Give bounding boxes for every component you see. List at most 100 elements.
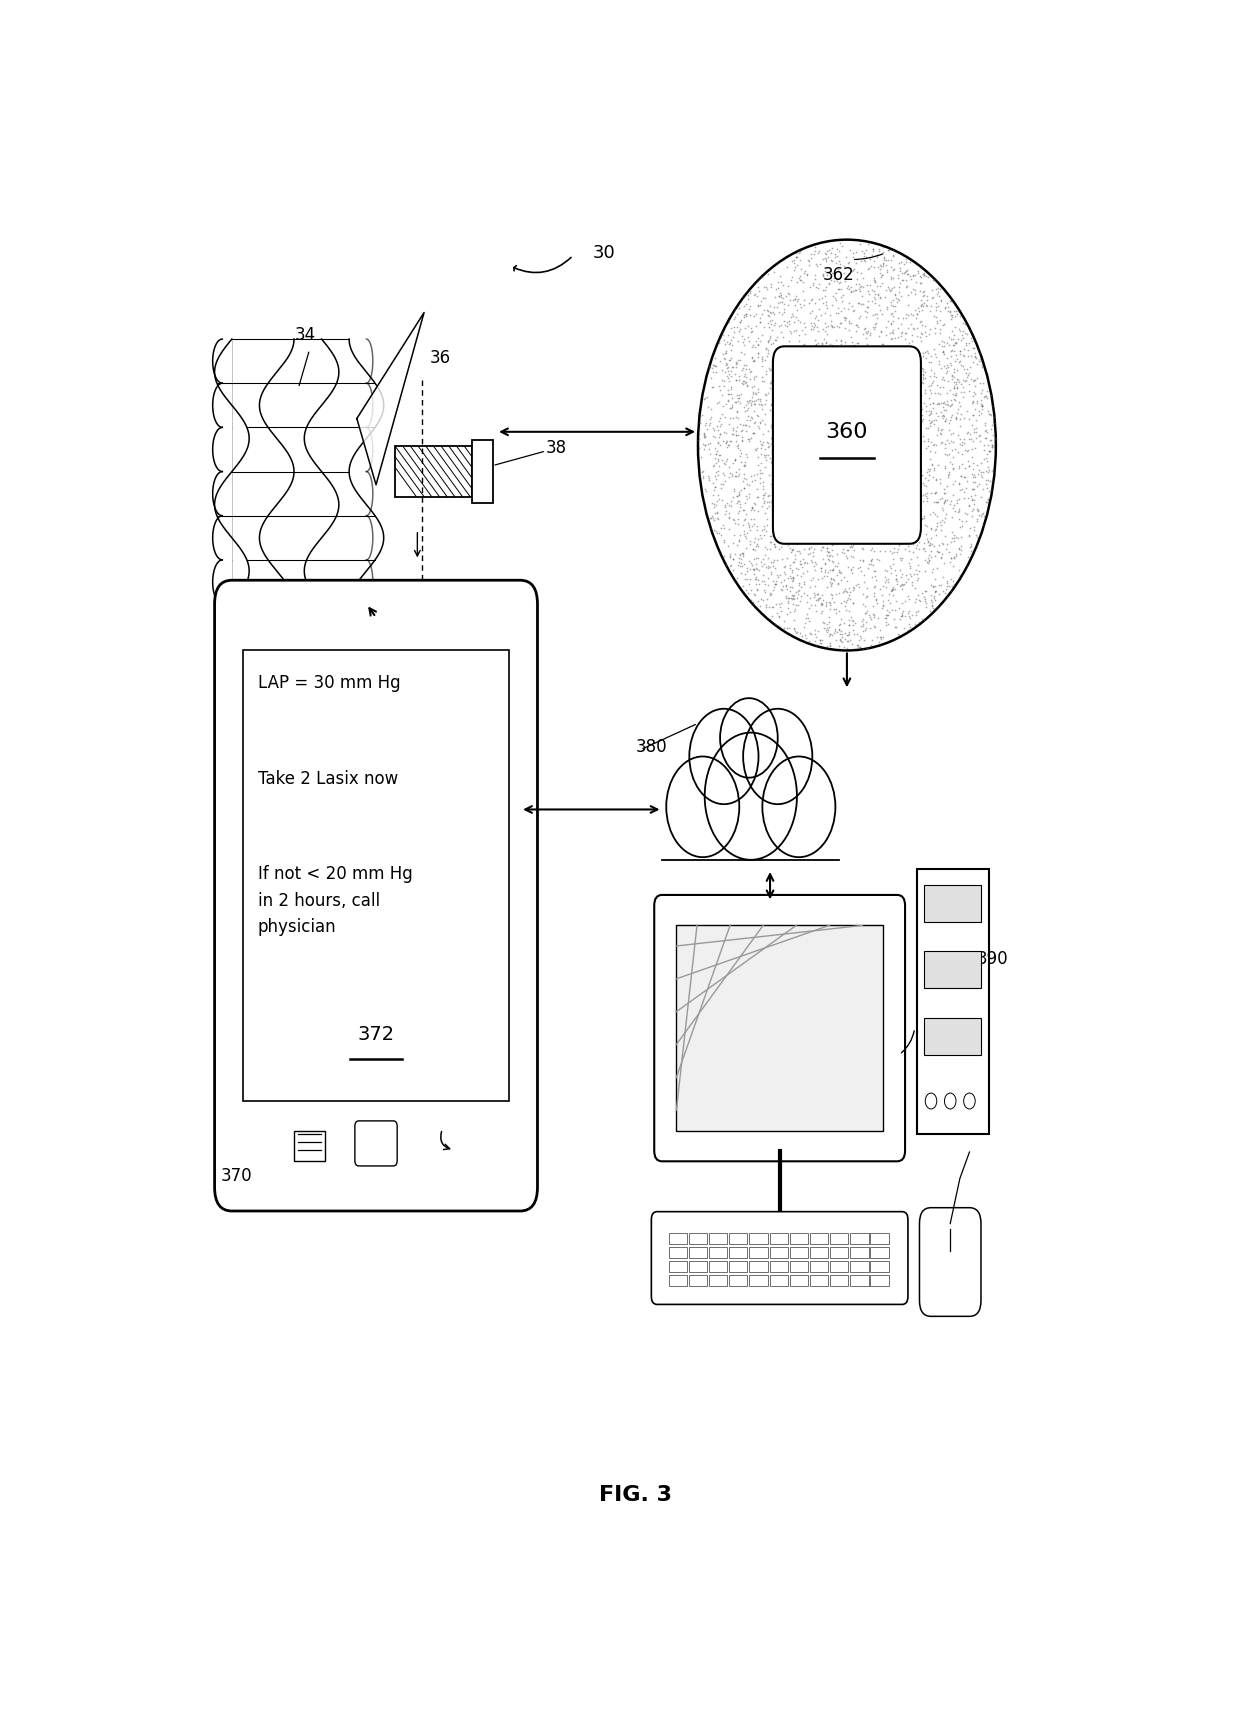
Point <box>919 547 939 575</box>
Point <box>945 373 965 401</box>
Point <box>835 575 854 602</box>
Point <box>972 392 992 420</box>
Point <box>883 317 903 344</box>
Point <box>822 234 842 262</box>
Point <box>950 561 970 589</box>
Point <box>919 406 939 434</box>
Point <box>870 318 890 346</box>
Point <box>766 590 786 618</box>
Point <box>874 604 894 632</box>
Point <box>787 530 807 558</box>
Point <box>790 551 810 578</box>
Point <box>771 568 791 595</box>
Point <box>816 291 836 318</box>
Point <box>931 327 951 355</box>
Point <box>911 406 931 434</box>
Point <box>802 547 822 575</box>
Point <box>737 465 756 492</box>
Point <box>815 558 835 585</box>
Point <box>901 499 921 527</box>
Point <box>777 601 797 628</box>
Point <box>761 470 781 497</box>
Point <box>795 547 815 575</box>
Point <box>719 411 739 439</box>
Point <box>826 614 846 642</box>
Point <box>836 243 856 270</box>
Point <box>869 575 889 602</box>
Point <box>719 308 739 336</box>
Point <box>900 554 920 582</box>
Point <box>954 485 973 513</box>
Point <box>722 394 742 422</box>
Point <box>763 344 782 372</box>
Point <box>754 484 774 511</box>
Point <box>771 299 791 327</box>
Point <box>811 558 831 585</box>
Point <box>733 329 753 356</box>
Point <box>758 342 777 370</box>
Point <box>800 539 820 566</box>
Point <box>799 540 818 568</box>
Point <box>730 315 750 342</box>
Point <box>905 334 925 361</box>
Point <box>711 475 730 503</box>
Point <box>822 518 842 546</box>
Point <box>962 435 982 463</box>
Point <box>800 251 820 279</box>
Point <box>713 511 733 539</box>
Point <box>831 626 851 654</box>
Point <box>735 315 755 342</box>
Point <box>765 570 785 597</box>
Point <box>743 589 763 616</box>
Point <box>800 344 820 372</box>
Point <box>727 458 746 485</box>
Point <box>857 318 877 346</box>
Point <box>738 389 758 416</box>
Point <box>945 525 965 552</box>
Point <box>918 544 937 571</box>
Point <box>843 336 863 363</box>
Point <box>794 330 813 358</box>
Point <box>786 592 806 620</box>
Point <box>920 356 940 384</box>
Point <box>771 503 791 530</box>
Point <box>856 243 875 270</box>
Point <box>735 521 755 549</box>
Point <box>821 301 841 329</box>
Point <box>800 289 820 317</box>
Point <box>774 439 794 466</box>
Point <box>764 361 784 389</box>
Point <box>790 237 810 265</box>
Point <box>780 599 800 626</box>
Point <box>963 401 983 429</box>
Point <box>773 490 792 518</box>
Bar <box>668 1232 687 1244</box>
Point <box>963 463 983 490</box>
Point <box>859 255 879 282</box>
Point <box>949 387 968 415</box>
Point <box>950 477 970 504</box>
Point <box>770 468 790 496</box>
Point <box>740 301 760 329</box>
Point <box>843 332 863 360</box>
Point <box>918 427 937 454</box>
Point <box>944 325 963 353</box>
Point <box>869 291 889 318</box>
Point <box>888 262 908 289</box>
Point <box>703 453 723 480</box>
Point <box>826 580 846 608</box>
Point <box>822 332 842 360</box>
Point <box>755 274 775 301</box>
Point <box>728 551 748 578</box>
Point <box>929 532 949 559</box>
Point <box>738 398 758 425</box>
Point <box>924 585 944 613</box>
Point <box>836 313 856 341</box>
Point <box>694 420 714 447</box>
Point <box>983 454 1003 482</box>
Point <box>962 334 982 361</box>
Point <box>795 320 815 348</box>
Point <box>734 551 754 578</box>
Point <box>833 346 853 373</box>
Point <box>765 391 785 418</box>
